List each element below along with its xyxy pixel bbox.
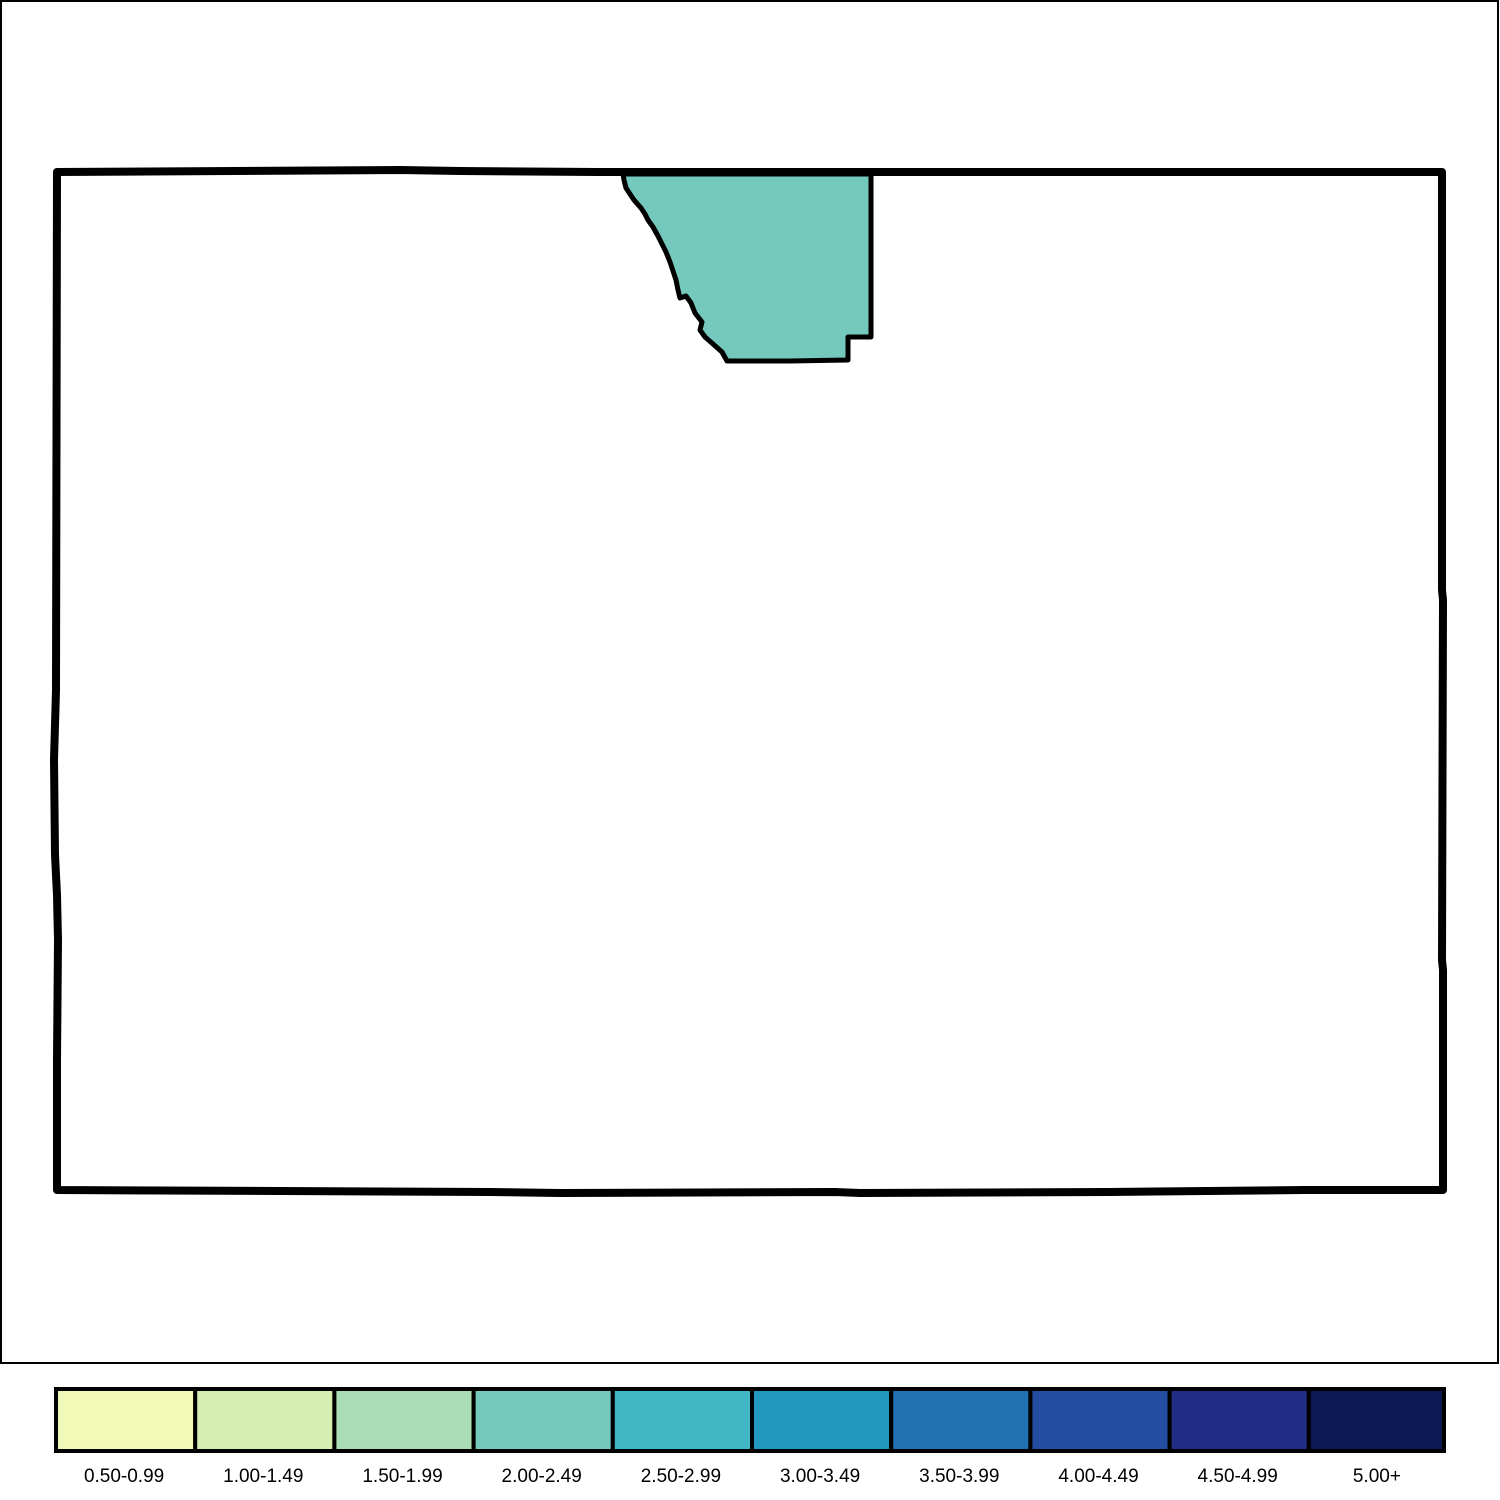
legend-label: 4.00-4.49 bbox=[1058, 1466, 1139, 1487]
legend-swatch bbox=[54, 1387, 198, 1453]
legend-swatch bbox=[1167, 1387, 1311, 1453]
legend-swatch bbox=[1028, 1387, 1172, 1453]
legend-label: 5.00+ bbox=[1352, 1466, 1401, 1487]
legend-label: 2.00-2.49 bbox=[501, 1466, 582, 1487]
legend-label: 3.00-3.49 bbox=[779, 1466, 861, 1487]
legend-swatch bbox=[193, 1387, 337, 1453]
legend-swatch bbox=[750, 1387, 894, 1453]
state-outline bbox=[50, 166, 1447, 1197]
legend-label: 0.50-0.99 bbox=[83, 1466, 165, 1487]
legend-swatch bbox=[610, 1387, 754, 1453]
legend-swatch bbox=[471, 1387, 615, 1453]
legend-label: 3.50-3.99 bbox=[919, 1466, 1000, 1487]
legend-swatch bbox=[1306, 1387, 1446, 1453]
legend-label: 4.50-4.99 bbox=[1197, 1466, 1278, 1487]
legend-swatch bbox=[889, 1387, 1033, 1453]
legend-bar bbox=[54, 1387, 1446, 1453]
legend-label: 1.00-1.49 bbox=[223, 1466, 304, 1487]
legend-swatch bbox=[332, 1387, 476, 1453]
map-frame bbox=[0, 0, 1499, 1364]
legend-label: 1.50-1.99 bbox=[362, 1466, 443, 1487]
legend-label: 2.50-2.99 bbox=[640, 1466, 722, 1487]
county-region bbox=[620, 171, 874, 364]
